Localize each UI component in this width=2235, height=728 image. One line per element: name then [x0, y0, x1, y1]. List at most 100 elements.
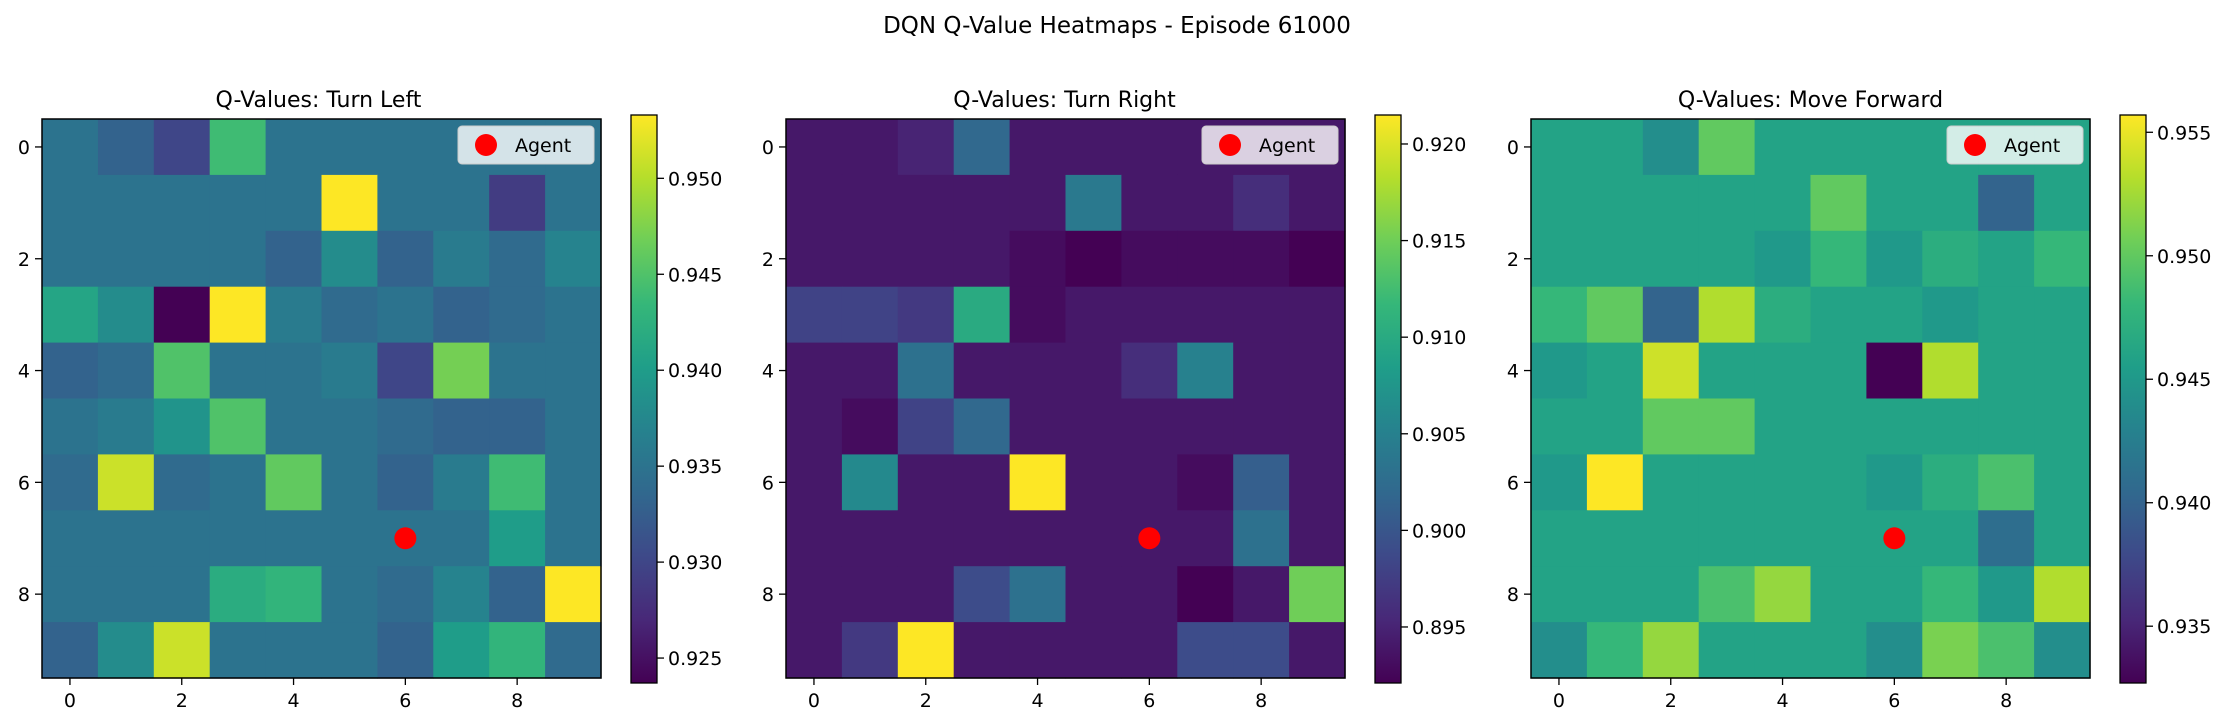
- heatmap-cell: [1698, 342, 1756, 400]
- heatmap-cell: [1289, 342, 1346, 400]
- heatmap-cell: [786, 622, 843, 679]
- heatmap-cell: [1531, 398, 1588, 455]
- heatmap-cell: [1866, 622, 1923, 679]
- heatmap-cell: [377, 454, 434, 511]
- heatmap-cell: [153, 566, 211, 623]
- heatmap-cell: [1698, 286, 1756, 344]
- heatmap-cell: [209, 286, 267, 344]
- heatmap-cell: [841, 622, 899, 679]
- heatmap-cell: [897, 566, 955, 623]
- y-tick-label: 8: [762, 584, 774, 606]
- heatmap-cell: [209, 454, 267, 511]
- heatmap-cell: [1922, 398, 1979, 455]
- heatmap-cell: [265, 398, 323, 455]
- heatmap-cell: [1586, 174, 1644, 232]
- y-tick-label: 4: [762, 361, 774, 383]
- heatmap-cell: [1065, 119, 1122, 176]
- heatmap-cell: [1642, 510, 1700, 567]
- x-tick-label: 6: [1888, 690, 1900, 712]
- heatmap-cell: [545, 398, 602, 455]
- heatmap-cell: [545, 510, 602, 567]
- heatmap-cell: [2034, 174, 2091, 232]
- heatmap-cell: [953, 566, 1011, 623]
- heatmap-cell: [1754, 566, 1812, 623]
- heatmap-cell: [265, 286, 323, 344]
- heatmap-cell: [433, 342, 490, 400]
- heatmap-cell: [153, 230, 211, 288]
- heatmap-cell: [545, 342, 602, 400]
- heatmap-cell: [1810, 454, 1867, 511]
- legend-box: [457, 125, 595, 165]
- heatmap-cell: [433, 286, 490, 344]
- y-tick-label: 6: [1507, 472, 1519, 494]
- heatmap-cell: [841, 342, 899, 400]
- heatmap-cell: [1065, 342, 1122, 400]
- heatmap-cell: [545, 286, 602, 344]
- heatmap-cell: [1978, 566, 2035, 623]
- x-tick-label: 2: [1665, 690, 1677, 712]
- heatmap-cell: [489, 342, 546, 400]
- x-tick-label: 8: [2000, 690, 2012, 712]
- heatmap-cell: [1866, 174, 1923, 232]
- heatmap-cell: [1922, 622, 1979, 679]
- heatmap-cell: [377, 230, 434, 288]
- heatmap-cell: [42, 286, 99, 344]
- colorbar-tick-label: 0.900: [1412, 520, 1466, 542]
- colorbar-tick-label: 0.925: [668, 648, 722, 670]
- heatmap-cell: [1531, 174, 1588, 232]
- heatmap-cell: [1121, 119, 1178, 176]
- heatmap-cell: [1289, 566, 1346, 623]
- heatmap-cell: [2034, 398, 2091, 455]
- heatmap-cell: [153, 119, 211, 176]
- heatmap-cell: [2034, 510, 2091, 567]
- heatmap-cell: [1978, 342, 2035, 400]
- heatmap-cell: [786, 398, 843, 455]
- heatmap-cell: [1065, 566, 1122, 623]
- colorbar: 0.895 0.900 0.905 0.910 0.915 0.920: [1374, 114, 1466, 684]
- heatmap-cell: [1065, 510, 1122, 567]
- heatmap-cell: [209, 230, 267, 288]
- heatmap-cell: [1922, 342, 1979, 400]
- heatmap-cell: [1177, 622, 1234, 679]
- agent-dot: [1138, 527, 1161, 550]
- axis-ticks: 0 2 4 6 8 0 2 4 6 8: [1507, 137, 2012, 712]
- heatmap-cell: [1009, 286, 1067, 344]
- heatmap-cell: [1978, 510, 2035, 567]
- legend-agent-marker: [1964, 134, 1986, 156]
- heatmap-cell: [489, 454, 546, 511]
- heatmap-cell: [321, 230, 378, 288]
- heatmap-cell: [1586, 342, 1644, 400]
- legend-label: Agent: [1259, 135, 1315, 157]
- legend-label: Agent: [2004, 135, 2060, 157]
- heatmap-cell: [321, 342, 378, 400]
- heatmap-cell: [97, 454, 155, 511]
- heatmap-cell: [1586, 119, 1644, 176]
- heatmap-cell: [1531, 454, 1588, 511]
- heatmap-cell: [1289, 174, 1346, 232]
- heatmap-cell: [897, 174, 955, 232]
- heatmap-cell: [433, 398, 490, 455]
- heatmap-cell: [1009, 398, 1067, 455]
- heatmap-cell: [1810, 342, 1867, 400]
- heatmap-cell: [1531, 342, 1588, 400]
- heatmap-cell: [1698, 510, 1756, 567]
- heatmap-cell: [321, 119, 378, 176]
- heatmap-cell: [786, 286, 843, 344]
- heatmap-cell: [1642, 342, 1700, 400]
- heatmap-cell: [42, 398, 99, 455]
- heatmap-cell: [1866, 454, 1923, 511]
- heatmap-cell: [1065, 454, 1122, 511]
- colorbar-tick-label: 0.950: [2157, 246, 2211, 268]
- colorbar-tick-label: 0.910: [1412, 327, 1466, 349]
- heatmap-cell: [1121, 174, 1178, 232]
- plot-frame: [41, 118, 602, 679]
- heatmap-cell: [841, 119, 899, 176]
- axis-ticks: 0 2 4 6 8 0 2 4 6 8: [18, 137, 523, 712]
- colorbar-tick-label: 0.930: [668, 552, 722, 574]
- heatmap-cell: [321, 510, 378, 567]
- heatmap-grid: [1531, 119, 2091, 679]
- colorbar-tick-label: 0.945: [2157, 369, 2211, 391]
- heatmap-cell: [433, 510, 490, 567]
- heatmap-cell: [97, 174, 155, 232]
- heatmap-cell: [953, 286, 1011, 344]
